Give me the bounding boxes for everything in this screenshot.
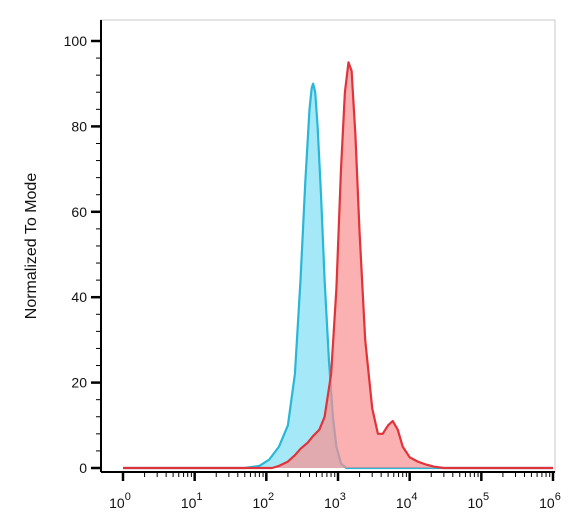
x-tick-label: 100: [109, 491, 131, 511]
x-tick-label: 104: [396, 491, 418, 511]
x-tick-label: 102: [252, 491, 274, 511]
y-tick-label: 0: [79, 460, 87, 476]
x-tick-label: 101: [181, 491, 203, 511]
y-tick-label: 20: [71, 375, 87, 391]
series-2-line: [123, 61, 553, 470]
y-tick-label: 60: [71, 204, 87, 220]
x-tick-label: 105: [467, 491, 489, 511]
y-tick-label: 80: [71, 118, 87, 134]
x-tick-label: 103: [324, 491, 346, 511]
x-tick-label: 106: [539, 491, 561, 511]
y-axis-title: Normalized To Mode: [23, 173, 40, 320]
y-tick-label: 100: [64, 33, 88, 49]
y-tick-label: 40: [71, 289, 87, 305]
